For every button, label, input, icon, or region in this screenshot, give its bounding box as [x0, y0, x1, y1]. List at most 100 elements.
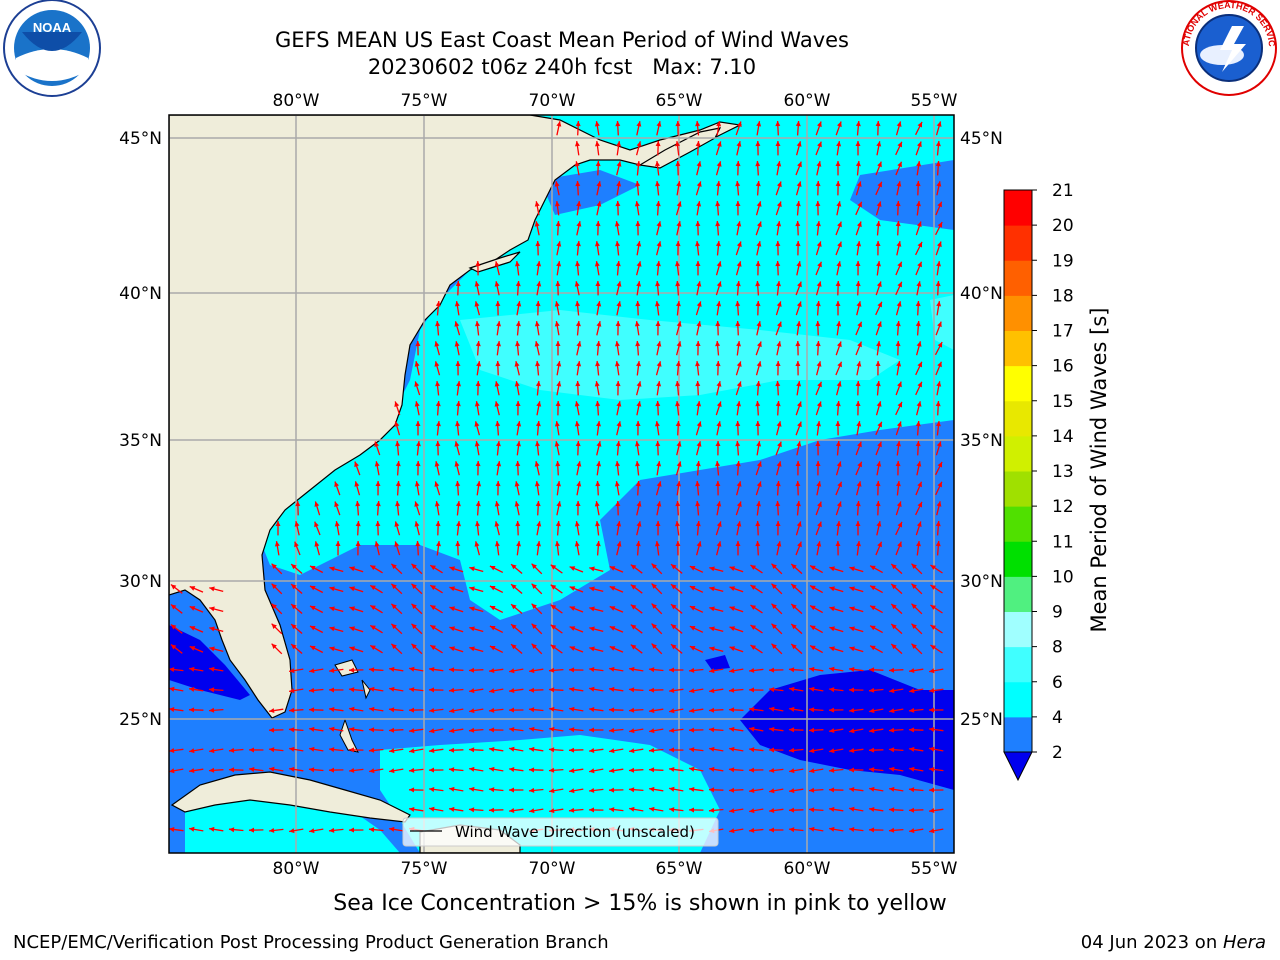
wave-direction-arrowhead	[169, 748, 175, 753]
wave-direction-arrowhead	[389, 727, 395, 733]
wave-direction-arrowhead	[576, 481, 582, 487]
wave-direction-arrowhead	[935, 401, 941, 407]
wave-direction-arrowhead	[689, 708, 695, 713]
wave-direction-arrowhead	[409, 687, 415, 692]
wave-direction-arrowhead	[651, 563, 657, 569]
wave-direction-arrowhead	[271, 623, 277, 629]
wave-direction-arrowhead	[729, 646, 735, 651]
wave-direction-arrowhead	[716, 381, 722, 387]
wave-direction-arrowhead	[289, 727, 295, 733]
wave-direction-arrowhead	[655, 401, 661, 407]
wave-direction-arrowhead	[436, 421, 441, 427]
wave-direction-arrowhead	[589, 707, 595, 712]
wave-direction-arrowhead	[855, 521, 861, 526]
wave-direction-arrowhead	[810, 585, 816, 591]
wave-direction-arrowhead	[696, 321, 702, 327]
wave-direction-arrowhead	[375, 481, 381, 486]
wave-direction-arrowhead	[291, 604, 297, 610]
wave-direction-arrowhead	[891, 644, 897, 650]
wave-direction-arrowhead	[736, 381, 742, 387]
wave-direction-arrowhead	[310, 645, 316, 651]
wave-direction-arrowhead	[411, 623, 417, 630]
wave-direction-arrowhead	[271, 643, 277, 649]
wave-direction-arrowhead	[414, 401, 420, 407]
wave-direction-arrowhead	[876, 141, 882, 147]
wave-direction-arrowhead	[771, 583, 777, 589]
wave-direction-arrowhead	[756, 501, 761, 507]
wave-direction-arrowhead	[515, 521, 521, 527]
wave-direction-arrowhead	[310, 585, 316, 591]
wave-direction-arrowhead	[656, 241, 662, 247]
wave-direction-arrowhead	[609, 586, 616, 591]
wave-direction-arrowhead	[209, 767, 215, 773]
wave-direction-arrowhead	[829, 806, 835, 812]
wave-direction-arrowhead	[636, 121, 642, 127]
wave-direction-arrowhead	[797, 281, 802, 288]
wave-direction-arrowhead	[511, 644, 517, 650]
wave-direction-arrowhead	[349, 827, 354, 833]
wave-direction-arrowhead	[576, 341, 582, 347]
wave-direction-arrowhead	[494, 281, 500, 287]
wave-direction-arrowhead	[449, 806, 455, 812]
wave-direction-arrowhead	[529, 687, 535, 693]
wave-direction-arrowhead	[516, 421, 522, 427]
wave-direction-arrowhead	[656, 381, 662, 387]
wave-direction-arrowhead	[835, 281, 841, 287]
wave-direction-arrowhead	[555, 221, 561, 227]
wave-direction-arrowhead	[335, 541, 341, 546]
wave-direction-arrowhead	[349, 706, 355, 712]
wave-direction-arrowhead	[170, 644, 177, 650]
wave-direction-arrowhead	[616, 421, 622, 427]
wave-direction-arrowhead	[589, 686, 595, 692]
wave-direction-arrowhead	[855, 381, 861, 387]
wave-direction-arrowhead	[434, 461, 440, 467]
colorbar-segment	[1004, 611, 1032, 648]
wave-direction-arrowhead	[495, 541, 500, 547]
wave-direction-arrowhead	[671, 604, 677, 610]
wave-direction-arrowhead	[531, 563, 537, 569]
noaa-logo: NOAA	[3, 0, 101, 97]
wave-direction-arrowhead	[856, 301, 862, 307]
wave-direction-arrowhead	[649, 728, 655, 734]
wave-direction-arrowhead	[709, 606, 715, 612]
wave-direction-arrowhead	[716, 541, 722, 547]
footer-organization: NCEP/EMC/Verification Post Processing Pr…	[13, 932, 609, 953]
wave-direction-arrowhead	[929, 787, 934, 793]
wave-direction-arrowhead	[474, 421, 480, 427]
wave-direction-arrowhead	[909, 807, 915, 813]
wave-direction-arrowhead	[430, 625, 436, 631]
wave-direction-arrowhead	[715, 441, 721, 446]
wave-direction-arrowhead	[735, 421, 741, 427]
wave-direction-arrowhead	[449, 767, 455, 773]
wave-direction-arrowhead	[574, 541, 580, 547]
colorbar-segment	[1004, 225, 1032, 261]
wave-direction-arrowhead	[796, 141, 802, 147]
wave-direction-arrowhead	[849, 646, 855, 652]
wave-direction-arrowhead	[709, 688, 715, 694]
wave-direction-arrowhead	[817, 381, 822, 388]
nws-logo: NATIONAL WEATHER SERVICE	[0, 0, 1277, 96]
wave-direction-arrowhead	[676, 441, 682, 447]
wave-direction-arrowhead	[651, 583, 657, 589]
wave-direction-arrowhead	[896, 301, 902, 307]
wave-direction-arrowhead	[609, 807, 615, 813]
wave-direction-arrowhead	[395, 441, 401, 447]
wave-direction-arrowhead	[671, 584, 677, 590]
wave-direction-arrowhead	[636, 501, 642, 507]
wave-direction-arrowhead	[574, 161, 580, 167]
wave-direction-arrowhead	[750, 625, 756, 630]
wave-direction-arrowhead	[809, 787, 815, 793]
wave-direction-arrowhead	[595, 541, 601, 547]
wave-direction-arrowhead	[409, 748, 415, 754]
wave-direction-arrowhead	[895, 461, 901, 467]
wave-direction-arrowhead	[430, 645, 436, 651]
wave-direction-arrowhead	[615, 321, 621, 327]
wave-direction-arrowhead	[310, 605, 316, 611]
wave-direction-arrowhead	[414, 361, 420, 367]
wave-direction-arrowhead	[434, 341, 440, 347]
wave-direction-arrowhead	[909, 746, 915, 752]
lon-label-top-65w: 65°W	[656, 91, 703, 111]
wave-direction-arrowhead	[609, 768, 615, 773]
wave-direction-arrowhead	[589, 606, 595, 612]
wave-direction-arrowhead	[709, 668, 715, 674]
